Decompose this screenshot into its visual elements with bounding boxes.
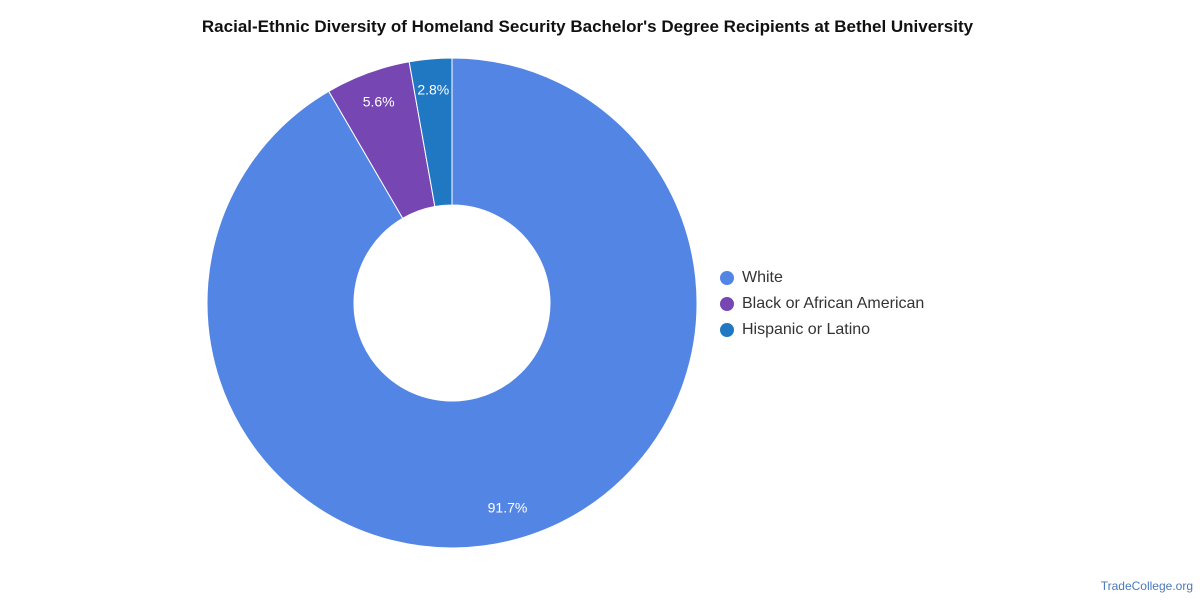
legend-label: Hispanic or Latino [742,321,871,338]
legend-item-black-or-african-american[interactable]: Black or African American [720,291,924,317]
data-label-white: 91.7% [488,499,528,515]
legend-item-white[interactable]: White [720,265,924,291]
slice-white[interactable] [206,57,698,549]
legend-swatch-hispanic-or-latino [720,323,734,337]
data-label-black-or-african-american: 5.6% [363,94,395,110]
source-credit[interactable]: TradeCollege.org [1100,579,1193,593]
legend-label: Black or African American [742,295,925,312]
legend-item-hispanic-or-latino[interactable]: Hispanic or Latino [720,317,924,343]
slice-hispanic-or-latino[interactable] [408,57,453,208]
data-label-hispanic-or-latino: 2.8% [417,82,449,98]
chart-title: Racial-Ethnic Diversity of Homeland Secu… [201,17,974,36]
legend: White Black or African American Hispanic… [720,265,924,343]
legend-label: White [742,269,783,286]
legend-swatch-white [720,271,734,285]
legend-swatch-black-or-african-american [720,297,734,311]
